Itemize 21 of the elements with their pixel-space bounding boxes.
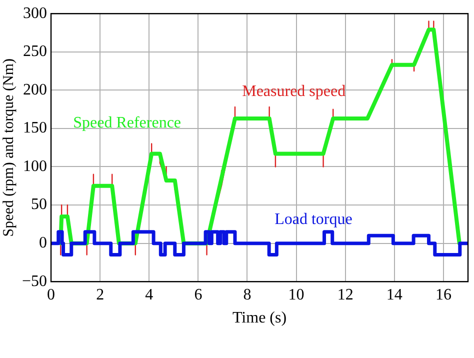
y-tick-label: 300 — [23, 4, 48, 22]
series-label: Speed Reference — [73, 114, 182, 132]
y-tick-label: −50 — [22, 272, 48, 290]
y-tick-label: 250 — [23, 43, 48, 60]
y-tick-label: 50 — [31, 196, 48, 214]
x-tick-label: 12 — [337, 286, 354, 304]
y-axis-title: Speed (rpm) and torque (Nm) — [0, 58, 17, 237]
y-tick-label: 0 — [39, 234, 48, 252]
x-tick-label: 8 — [243, 286, 252, 304]
series-label: Load torque — [274, 210, 352, 228]
x-tick-label: 2 — [96, 286, 104, 304]
x-tick-label: 6 — [194, 286, 202, 304]
x-axis-title: Time (s) — [232, 310, 287, 327]
series-label: Measured speed — [242, 82, 346, 100]
x-tick-label: 14 — [386, 286, 402, 304]
x-tick-label: 16 — [435, 286, 452, 304]
y-tick-label: 200 — [23, 81, 48, 98]
x-tick-label: 4 — [145, 286, 154, 304]
y-tick-label: 100 — [23, 158, 48, 175]
y-tick-label: 150 — [23, 120, 48, 137]
x-tick-label: 10 — [288, 286, 304, 304]
